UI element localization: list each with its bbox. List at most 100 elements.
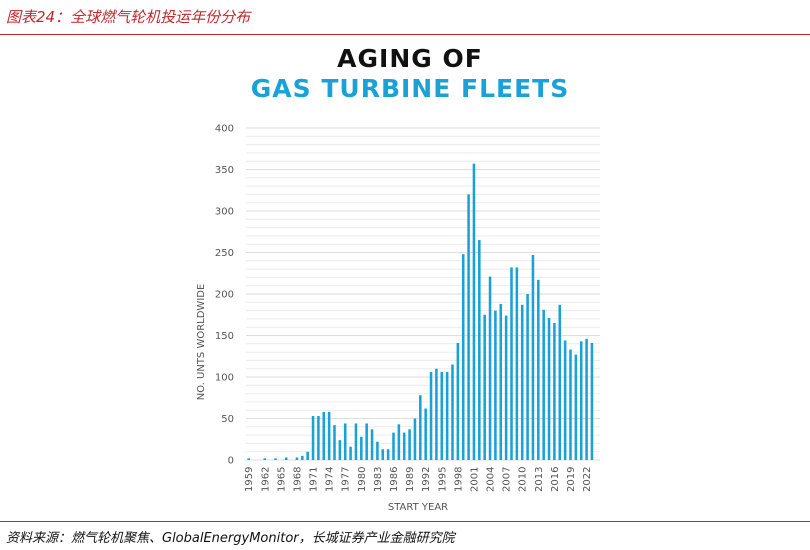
x-tick-label: 1965 (276, 467, 287, 492)
bar-1982 (370, 429, 374, 460)
bar-1976 (338, 440, 342, 460)
bar-1973 (322, 411, 326, 460)
bar-2019 (569, 349, 572, 460)
bar-1995 (440, 372, 444, 460)
y-tick-label: 100 (215, 373, 234, 384)
bar-1979 (354, 423, 358, 460)
bar-1998 (456, 342, 460, 460)
bar-1977 (343, 423, 347, 460)
bar-1981 (365, 423, 368, 460)
bar-1992 (424, 408, 427, 460)
bar-1999 (461, 254, 465, 460)
bar-2014 (542, 309, 545, 460)
bar-1964 (274, 458, 277, 460)
bar-1984 (381, 449, 385, 460)
bar-1996 (445, 372, 449, 460)
bar-1993 (429, 372, 433, 460)
bar-2007 (504, 315, 508, 460)
bar-2016 (553, 323, 556, 460)
bar-2013 (537, 279, 540, 460)
bar-1975 (333, 425, 336, 460)
bar-1988 (402, 432, 406, 460)
bar-2018 (563, 340, 567, 460)
bar-1983 (376, 441, 379, 460)
bar-2008 (510, 267, 513, 460)
bar-1974 (327, 411, 331, 460)
bar-2017 (558, 304, 562, 460)
bar-2023 (590, 342, 594, 460)
bar-2005 (494, 310, 497, 460)
bar-2020 (574, 354, 578, 460)
x-tick-label: 1968 (292, 467, 303, 492)
x-tick-label: 1959 (244, 467, 255, 492)
caption-divider (0, 34, 810, 35)
bar-1985 (386, 449, 390, 460)
bar-2010 (520, 304, 524, 460)
bar-1970 (306, 451, 309, 460)
source-divider (0, 521, 810, 522)
bar-1989 (408, 429, 411, 460)
y-tick-label: 150 (215, 331, 234, 342)
bar-1962 (263, 458, 267, 460)
bar-2009 (515, 267, 519, 460)
bar-1978 (349, 446, 352, 460)
bar-2004 (488, 276, 492, 460)
x-axis-label: START YEAR (388, 502, 448, 513)
bar-2012 (531, 254, 535, 460)
x-tick-label: 2001 (469, 467, 480, 492)
bar-1972 (317, 416, 320, 460)
chart-title: AGING OF (337, 44, 483, 73)
x-tick-label: 1974 (325, 467, 336, 492)
bar-2002 (478, 240, 481, 460)
y-axis-label: NO. UNTS WORLDWIDE (196, 284, 207, 401)
x-tick-label: 2013 (534, 467, 545, 492)
y-tick-label: 0 (228, 456, 234, 467)
bar-2000 (467, 194, 470, 460)
x-tick-label: 1989 (405, 467, 416, 492)
y-tick-label: 250 (215, 248, 234, 259)
x-tick-label: 1971 (309, 467, 320, 492)
x-tick-label: 1992 (421, 467, 432, 492)
bar-2022 (585, 338, 588, 460)
x-tick-label: 1986 (389, 467, 400, 492)
x-tick-label: 1962 (260, 467, 271, 492)
y-tick-label: 300 (215, 207, 234, 218)
bar-1959 (247, 458, 250, 460)
x-tick-label: 1980 (357, 467, 368, 492)
bar-1991 (419, 395, 422, 460)
x-tick-label: 2022 (582, 467, 593, 492)
bar-1986 (392, 432, 395, 460)
bar-2021 (579, 341, 583, 460)
x-tick-label: 2016 (550, 467, 561, 492)
y-tick-label: 200 (215, 290, 234, 301)
x-tick-label: 2007 (502, 467, 513, 492)
bar-1968 (295, 457, 299, 460)
x-tick-label: 1995 (437, 467, 448, 492)
bar-chart: 0 50 100 150 200 250 300 350 400 1959 1962 1965 196… (196, 124, 600, 513)
x-tick-label: 1977 (341, 467, 352, 492)
bar-2015 (547, 318, 551, 460)
x-tick-label: 1998 (453, 467, 464, 492)
y-tick-label: 350 (215, 165, 234, 176)
bar-2006 (499, 303, 503, 460)
bars (247, 163, 594, 460)
bar-1980 (360, 436, 363, 460)
bar-2011 (526, 294, 529, 460)
x-tick-label: 2019 (566, 467, 577, 492)
x-tick-label: 2010 (518, 467, 529, 492)
bar-1994 (435, 368, 438, 460)
y-tick-label: 50 (221, 414, 234, 425)
bar-1971 (311, 416, 315, 460)
bar-1966 (284, 457, 288, 460)
x-tick-label: 1983 (373, 467, 384, 492)
source-note: 资料来源：燃气轮机聚焦、GlobalEnergyMonitor，长城证券产业金融… (6, 531, 455, 546)
bar-1969 (301, 455, 304, 460)
grid-lines (246, 127, 600, 461)
bar-2001 (472, 163, 476, 460)
x-axis-ticks: 1959 1962 1965 1968 1971 1974 1977 1980 1983 1986… (244, 467, 593, 492)
figure-caption: 图表24：全球燃气轮机投运年份分布 (6, 8, 251, 26)
chart-subtitle: GAS TURBINE FLEETS (250, 74, 570, 103)
x-tick-label: 2004 (486, 467, 497, 492)
y-tick-label: 400 (215, 124, 234, 135)
bar-1990 (413, 418, 417, 460)
